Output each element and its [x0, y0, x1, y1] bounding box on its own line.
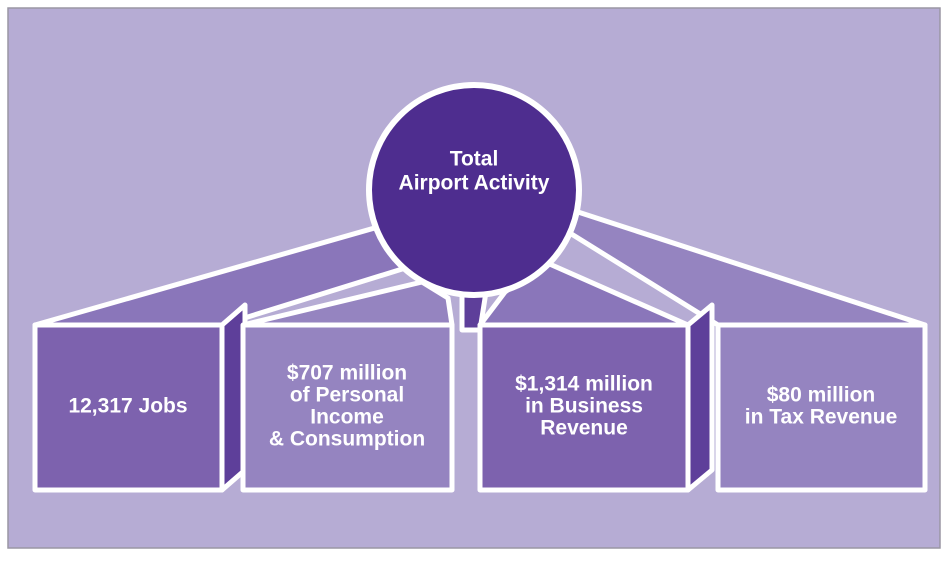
box — [240, 322, 455, 493]
box-label: $1,314 million — [515, 373, 653, 396]
box — [715, 322, 928, 493]
box-label: in Business — [525, 395, 643, 418]
box-label: & Consumption — [269, 428, 425, 451]
box-label: $80 million — [767, 384, 876, 407]
box-label: 12,317 Jobs — [68, 395, 187, 418]
center-label: Total — [450, 148, 499, 171]
box-label: Income — [310, 406, 384, 429]
connectors — [32, 82, 928, 493]
box-side — [685, 302, 715, 493]
center-circle — [366, 82, 582, 298]
box-label: of Personal — [290, 384, 404, 407]
box — [32, 322, 225, 493]
box-label: $707 million — [287, 362, 407, 385]
box-label: Revenue — [540, 417, 628, 440]
box-label: in Tax Revenue — [745, 406, 898, 429]
box — [477, 322, 691, 493]
center-label: Airport Activity — [399, 172, 550, 195]
